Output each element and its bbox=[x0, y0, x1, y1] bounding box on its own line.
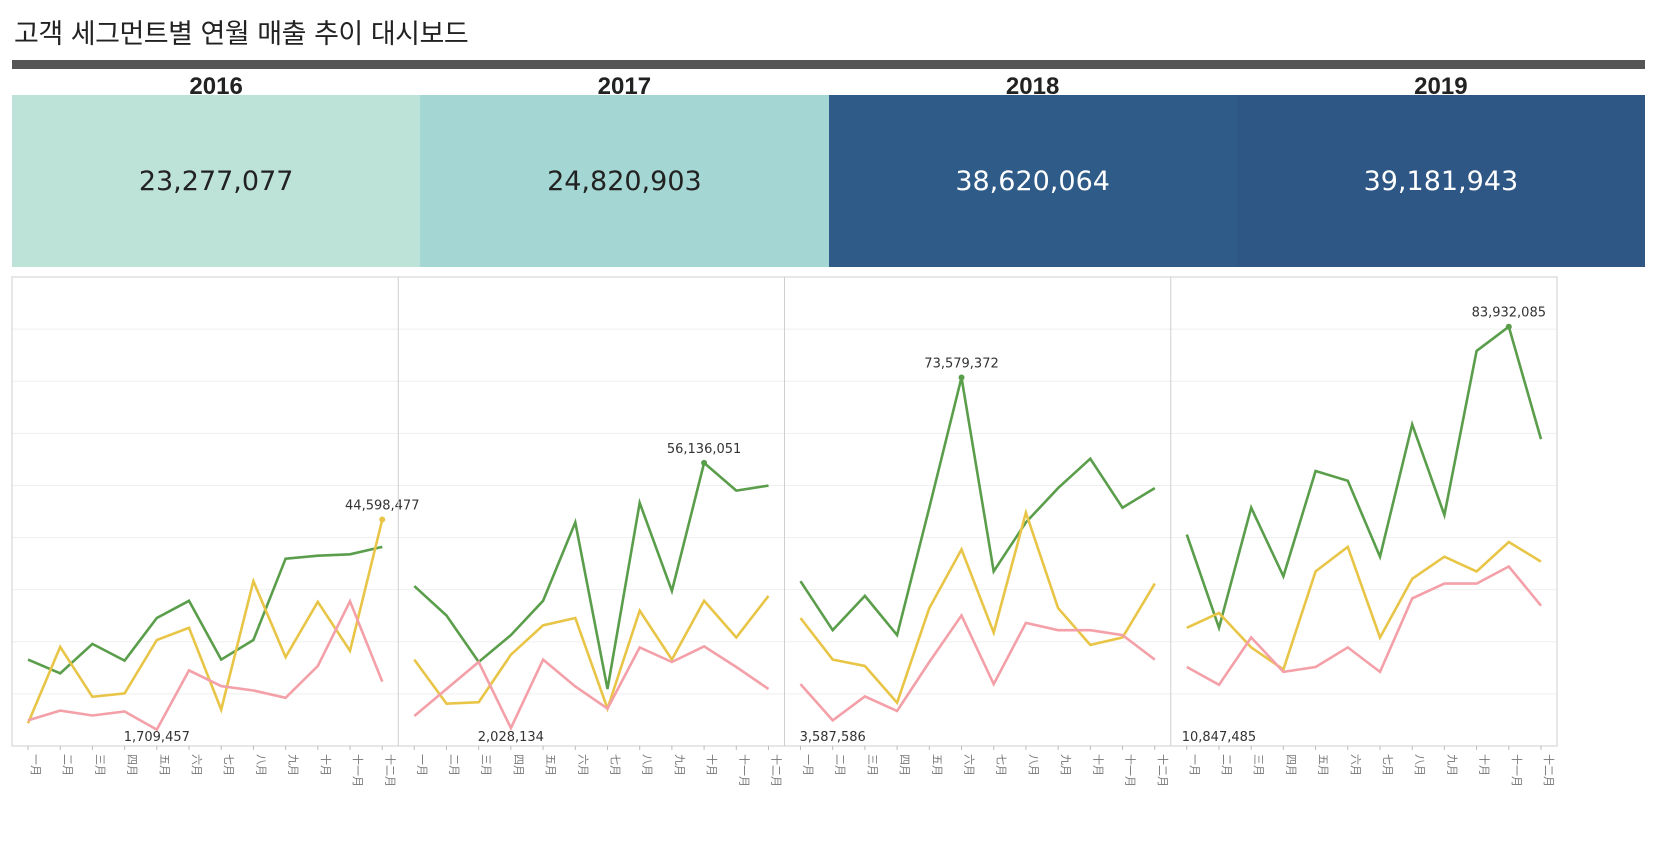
month-tick-label: 一月 bbox=[415, 754, 428, 776]
month-tick-label: 十月 bbox=[1478, 754, 1492, 776]
month-tick-label: 十一月 bbox=[1510, 754, 1524, 787]
kpi-value-2017: 24,820,903 bbox=[547, 165, 702, 197]
kpi-tile-2016[interactable]: 23,277,077 bbox=[12, 95, 421, 267]
green-series-line-2017 bbox=[413, 460, 769, 690]
data-point-marker bbox=[958, 374, 965, 381]
month-tick-label: 十一月 bbox=[1124, 754, 1138, 787]
month-tick-label: 十月 bbox=[1091, 754, 1105, 776]
month-tick-label: 三月 bbox=[93, 754, 106, 776]
kpi-value-2016: 23,277,077 bbox=[138, 165, 294, 197]
month-tick-label: 十一月 bbox=[737, 754, 751, 787]
month-tick-label: 十二月 bbox=[1156, 754, 1170, 787]
month-tick-label: 三月 bbox=[1252, 754, 1265, 776]
month-tick-label: 九月 bbox=[1445, 754, 1458, 776]
pink-series-line-2018 bbox=[799, 612, 1156, 723]
kpi-tile-2019[interactable]: 39,181,943 bbox=[1236, 95, 1645, 267]
month-tick-label: 十月 bbox=[705, 754, 719, 776]
month-tick-label: 五月 bbox=[930, 754, 943, 776]
month-tick-label: 一月 bbox=[802, 754, 815, 776]
month-tick-label: 九月 bbox=[673, 754, 686, 776]
dashboard-title: 고객 세그먼트별 연월 매출 추이 대시보드 bbox=[14, 19, 469, 50]
month-tick-label: 五月 bbox=[544, 754, 557, 776]
month-tick-label: 十二月 bbox=[770, 754, 784, 787]
month-tick-label: 五月 bbox=[1317, 754, 1330, 776]
data-label: 3,587,586 bbox=[800, 730, 866, 745]
data-point-marker bbox=[379, 516, 386, 523]
month-tick-label: 四月 bbox=[1284, 754, 1297, 776]
pink-series-line-2017 bbox=[413, 644, 770, 732]
green-series-line-2018 bbox=[799, 377, 1156, 638]
month-tick-label: 六月 bbox=[1349, 754, 1362, 776]
month-tick-label: 七月 bbox=[222, 754, 235, 776]
data-label: 1,709,457 bbox=[124, 730, 190, 745]
data-label: 83,932,085 bbox=[1472, 306, 1546, 321]
month-tick-label: 九月 bbox=[1059, 754, 1072, 776]
month-tick-label: 八月 bbox=[641, 754, 654, 776]
month-tick-label: 二月 bbox=[61, 754, 74, 776]
month-tick-label: 六月 bbox=[576, 754, 589, 776]
data-label: 56,136,051 bbox=[667, 442, 741, 457]
month-tick-label: 二月 bbox=[834, 754, 847, 776]
month-tick-label: 十月 bbox=[319, 754, 333, 776]
data-point-marker bbox=[1505, 323, 1512, 330]
month-tick-label: 八月 bbox=[1027, 754, 1040, 776]
month-tick-label: 六月 bbox=[963, 754, 976, 776]
month-tick-label: 四月 bbox=[898, 754, 911, 776]
month-tick-label: 九月 bbox=[287, 754, 300, 776]
month-tick-label: 十一月 bbox=[351, 754, 365, 787]
month-tick-label: 二月 bbox=[1220, 754, 1233, 776]
month-tick-label: 八月 bbox=[1413, 754, 1426, 776]
month-tick-label: 八月 bbox=[254, 754, 267, 776]
kpi-tile-row: 23,277,077 24,820,903 38,620,064 39,181,… bbox=[12, 95, 1645, 267]
yellow-series-line-2019 bbox=[1186, 540, 1542, 672]
month-tick-label: 一月 bbox=[29, 754, 42, 776]
green-series-line-2016 bbox=[27, 545, 383, 675]
month-tick-label: 十二月 bbox=[383, 754, 397, 787]
month-tick-label: 三月 bbox=[866, 754, 879, 776]
yellow-series-line-2017 bbox=[413, 595, 770, 713]
kpi-tile-2017[interactable]: 24,820,903 bbox=[420, 95, 829, 267]
month-tick-label: 十二月 bbox=[1542, 754, 1556, 787]
month-tick-label: 四月 bbox=[512, 754, 525, 776]
green-series-line-2019 bbox=[1185, 324, 1543, 633]
data-point-marker bbox=[701, 459, 708, 466]
month-tick-label: 七月 bbox=[1381, 754, 1394, 776]
month-tick-label: 七月 bbox=[608, 754, 621, 776]
yellow-series-line-2016 bbox=[26, 519, 384, 724]
header-divider-bar bbox=[12, 60, 1645, 69]
month-tick-label: 五月 bbox=[158, 754, 171, 776]
data-label: 44,598,477 bbox=[345, 498, 419, 513]
data-label: 73,579,372 bbox=[924, 356, 998, 371]
pink-series-line-2016 bbox=[27, 598, 384, 732]
kpi-value-2018: 38,620,064 bbox=[955, 165, 1110, 197]
data-label: 2,028,134 bbox=[478, 730, 544, 745]
kpi-tile-2018[interactable]: 38,620,064 bbox=[828, 95, 1237, 267]
data-label: 10,847,485 bbox=[1182, 730, 1256, 745]
month-tick-label: 一月 bbox=[1188, 754, 1201, 776]
yellow-series-line-2018 bbox=[799, 508, 1156, 706]
month-tick-label: 六月 bbox=[190, 754, 203, 776]
kpi-value-2019: 39,181,943 bbox=[1363, 165, 1519, 197]
month-tick-label: 二月 bbox=[447, 754, 460, 776]
month-tick-label: 七月 bbox=[995, 754, 1008, 776]
month-tick-label: 四月 bbox=[126, 754, 139, 776]
pink-series-line-2019 bbox=[1186, 564, 1543, 687]
month-tick-label: 三月 bbox=[480, 754, 493, 776]
